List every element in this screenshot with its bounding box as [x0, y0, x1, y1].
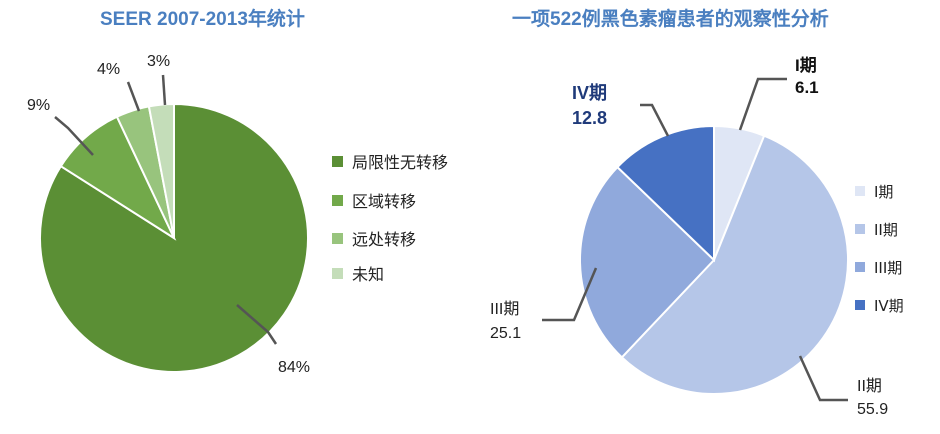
stage-chart: 一项522例黑色素瘤患者的观察性分析 I期 6.1 IV期 12.8 III期 … [490, 7, 904, 418]
stage-label-2-value: 55.9 [857, 401, 888, 418]
stage-label-3-value: 25.1 [490, 325, 521, 342]
legend-swatch-unknown [332, 268, 343, 279]
pct-label-9: 9% [27, 97, 50, 114]
seer-pie [39, 102, 309, 373]
legend-swatch-stage-1 [855, 186, 865, 196]
legend-swatch-stage-2 [855, 224, 865, 234]
stage-chart-title: 一项522例黑色素瘤患者的观察性分析 [512, 7, 829, 30]
leader-line-stage-3 [542, 267, 598, 322]
pct-label-3: 3% [147, 53, 170, 70]
legend-swatch-local [332, 156, 343, 167]
legend-label-stage-3: III期 [874, 259, 902, 277]
stage-slice-2 [620, 134, 849, 395]
seer-legend: 局限性无转移 区域转移 远处转移 未知 [332, 153, 448, 284]
stage-label-1-name: I期 [795, 56, 817, 75]
legend-label-stage-4: IV期 [874, 297, 904, 315]
legend-label-regional: 区域转移 [352, 192, 416, 211]
legend-swatch-stage-3 [855, 262, 865, 272]
legend-label-distant: 远处转移 [352, 230, 416, 249]
legend-swatch-distant [332, 233, 343, 244]
legend-label-unknown: 未知 [352, 265, 384, 284]
leader-line-stage-1 [738, 77, 787, 131]
legend-label-local: 局限性无转移 [352, 153, 448, 172]
pct-label-84: 84% [278, 359, 310, 376]
leader-line-3 [161, 74, 167, 106]
stage-slice-4 [615, 124, 715, 263]
stage-pie [579, 124, 849, 395]
leader-line-stage-2 [798, 355, 848, 402]
legend-label-stage-2: II期 [874, 221, 898, 239]
stage-slice-3 [579, 165, 716, 359]
pct-label-4: 4% [97, 61, 120, 78]
stage-label-3-name: III期 [490, 300, 519, 318]
seer-chart: SEER 2007-2013年统计 84% 9% 4% 3% 局限性无转移 区域… [27, 7, 448, 376]
seer-slice-4 [147, 102, 175, 239]
stage-legend: I期 II期 III期 IV期 [855, 183, 904, 315]
stage-label-4-value: 12.8 [572, 108, 607, 128]
leader-line-4 [126, 81, 141, 112]
legend-swatch-stage-4 [855, 300, 865, 310]
stage-label-2-name: II期 [857, 377, 882, 395]
legend-swatch-regional [332, 195, 343, 206]
stage-label-4-name: IV期 [572, 83, 607, 103]
leader-line-stage-4 [640, 103, 670, 137]
leader-line-84 [236, 304, 278, 345]
leader-line-9 [54, 116, 94, 156]
seer-slice-labels: 84% 9% 4% 3% [27, 53, 310, 376]
stage-label-1-value: 6.1 [795, 78, 819, 97]
seer-chart-title: SEER 2007-2013年统计 [100, 7, 305, 30]
legend-label-stage-1: I期 [874, 183, 893, 201]
stage-slice-labels: I期 6.1 IV期 12.8 III期 25.1 II期 55.9 [490, 56, 888, 418]
